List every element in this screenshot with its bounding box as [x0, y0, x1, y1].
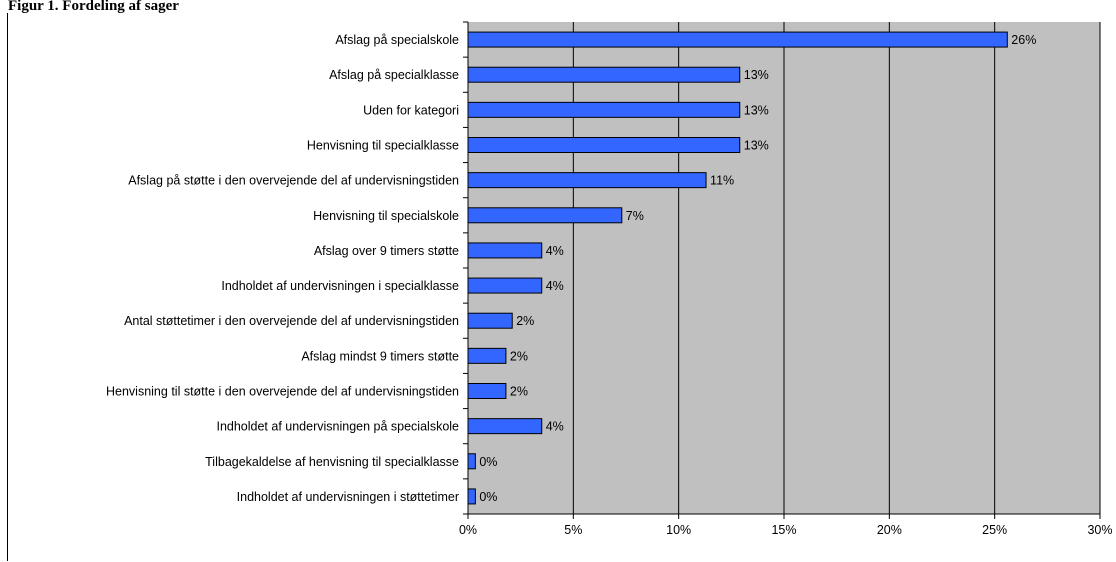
category-label: Afslag på støtte i den overvejende del a… — [128, 174, 459, 188]
bar — [467, 172, 707, 189]
category-label: Indholdet af undervisningen i støttetime… — [237, 490, 459, 504]
bar — [467, 101, 741, 118]
x-tick-label: 0% — [459, 523, 477, 537]
bar — [467, 137, 741, 153]
category-label: Henvisning til specialskole — [313, 209, 459, 223]
category-label: Afslag mindst 9 timers støtte — [301, 349, 459, 363]
data-label: 2% — [510, 385, 528, 399]
x-tick-label: 30% — [1087, 523, 1112, 537]
bar — [467, 488, 476, 505]
data-label: 13% — [744, 139, 769, 153]
data-label: 0% — [479, 490, 497, 504]
category-label: Afslag på specialklasse — [329, 68, 459, 82]
chart-frame — [7, 13, 1113, 561]
bar — [467, 66, 741, 83]
data-label: 4% — [546, 420, 564, 434]
category-label: Afslag på specialskole — [335, 33, 459, 47]
bar — [467, 383, 507, 399]
x-tick-label: 5% — [564, 523, 582, 537]
category-label: Henvisning til specialklasse — [307, 139, 459, 153]
bar — [467, 347, 507, 364]
data-label: 0% — [479, 455, 497, 469]
bars-group — [467, 31, 1008, 505]
x-tick-label: 15% — [771, 523, 796, 537]
data-label: 13% — [744, 103, 769, 117]
page-title: Figur 1. Fordeling af sager — [8, 0, 179, 14]
category-label: Antal støttetimer i den overvejende del … — [124, 314, 459, 328]
data-label: 13% — [744, 68, 769, 82]
data-label: 4% — [546, 279, 564, 293]
category-label: Afslag over 9 timers støtte — [314, 244, 459, 258]
bar — [467, 277, 543, 294]
data-label: 26% — [1011, 33, 1036, 47]
x-tick-label: 20% — [877, 523, 902, 537]
bar — [467, 453, 476, 470]
category-label: Indholdet af undervisningen på specialsk… — [216, 420, 459, 434]
x-tick-label: 10% — [666, 523, 691, 537]
bar — [467, 418, 543, 435]
data-label: 7% — [626, 209, 644, 223]
category-label: Henvisning til støtte i den overvejende … — [106, 385, 459, 399]
data-label: 2% — [510, 349, 528, 363]
data-label: 4% — [546, 244, 564, 258]
category-label: Uden for kategori — [363, 103, 459, 117]
bar — [467, 242, 543, 259]
bar — [467, 312, 513, 329]
category-label: Tilbagekaldelse af henvisning til specia… — [205, 455, 459, 469]
labels-group: 0% 5% 10% 15% 20% 25% 30% Afslag på specialskol… — [106, 33, 1113, 537]
bar — [467, 207, 623, 224]
data-label: 11% — [710, 174, 734, 188]
data-label: 2% — [516, 314, 534, 328]
bar — [467, 31, 1008, 48]
category-label: Indholdet af undervisningen i specialkla… — [221, 279, 459, 293]
x-tick-label: 25% — [982, 523, 1007, 537]
